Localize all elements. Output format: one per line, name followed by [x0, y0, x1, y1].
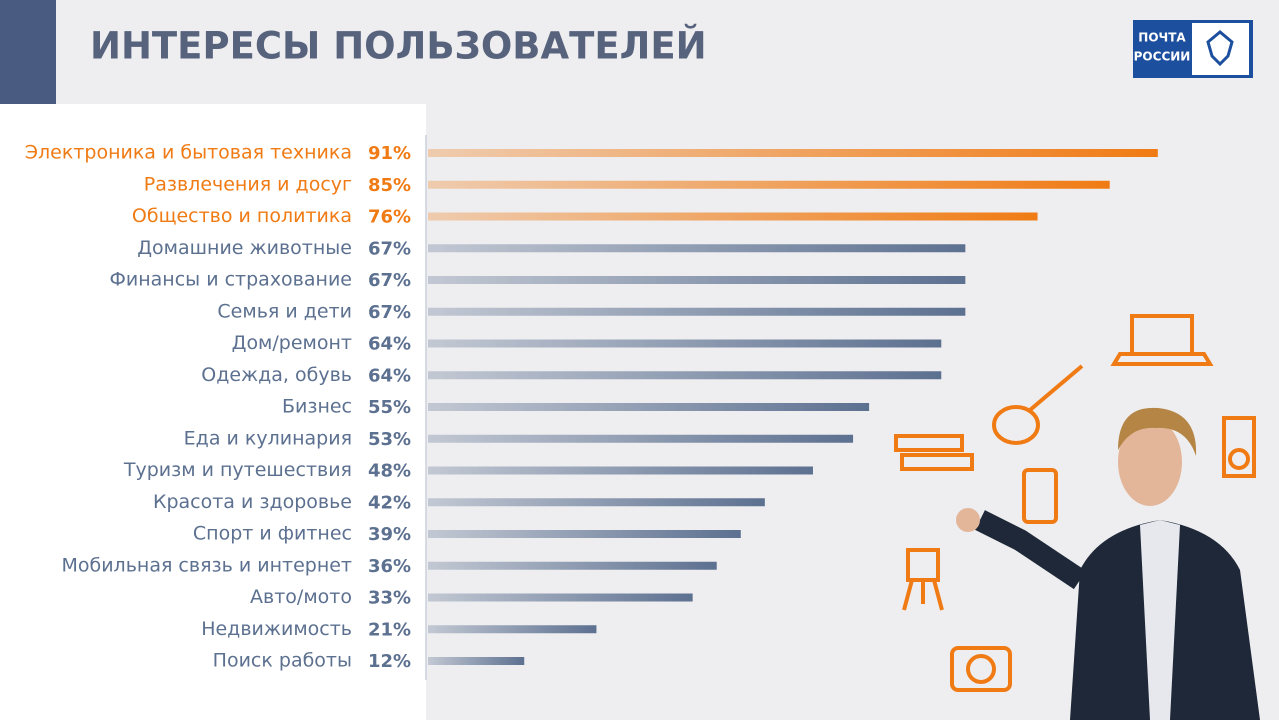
person-hair [1118, 407, 1197, 456]
bar [428, 371, 942, 380]
value-label: 42% [368, 492, 411, 513]
chart-title: ИНТЕРЕСЫ ПОЛЬЗОВАТЕЛЕЙ [90, 24, 707, 68]
category-label: Недвижимость [201, 618, 352, 640]
icon-books [894, 434, 964, 452]
value-label: 48% [368, 461, 411, 482]
bar-chart: Электроника и бытовая техника 91% Развлече… [25, 142, 1158, 672]
icon-books [900, 453, 974, 471]
bar [428, 403, 870, 411]
icon-player [1022, 468, 1058, 524]
bar [428, 657, 525, 665]
category-label: Электроника и бытовая техника [25, 142, 352, 164]
bar [428, 149, 1158, 157]
header-accent [0, 0, 56, 104]
value-label: 21% [368, 619, 411, 640]
bar [428, 212, 1038, 221]
value-label: 39% [368, 524, 411, 545]
category-label: Туризм и путешествия [123, 459, 352, 481]
category-label: Поиск работы [213, 650, 352, 672]
bar [428, 339, 942, 348]
bar [428, 276, 966, 284]
category-label: Семья и дети [217, 300, 352, 322]
value-label: 85% [368, 175, 411, 196]
logo-text: РОССИИ [1134, 50, 1191, 64]
category-label: Красота и здоровье [153, 491, 352, 513]
value-label: 64% [368, 334, 411, 355]
logo: ПОЧТА РОССИИ [1133, 20, 1253, 78]
logo-emblem [1206, 30, 1234, 67]
value-label: 64% [368, 365, 411, 386]
icon-laptop-base [1110, 352, 1214, 366]
value-label: 36% [368, 556, 411, 577]
bar [428, 498, 765, 507]
value-label: 91% [368, 143, 411, 164]
person-arm [975, 510, 1087, 590]
bar [428, 244, 966, 253]
category-label: Финансы и страхование [110, 269, 352, 291]
person-hand [956, 508, 980, 532]
icon-guitar-neck [1028, 364, 1084, 412]
value-label: 53% [368, 429, 411, 450]
value-label: 67% [368, 270, 411, 291]
category-label: Мобильная связь и интернет [61, 554, 352, 576]
category-label: Бизнес [282, 396, 352, 418]
bar [428, 307, 966, 316]
bar [428, 593, 693, 602]
value-label: 76% [368, 207, 411, 228]
icon-easel-legs [902, 579, 944, 611]
bar [428, 180, 1110, 189]
person-shirt [1140, 520, 1180, 720]
logo-text: ПОЧТА [1138, 31, 1186, 45]
bar [428, 530, 741, 538]
icon-camera [950, 646, 1012, 692]
illustration [894, 314, 1256, 692]
bar [428, 625, 597, 634]
category-label: Одежда, обувь [201, 364, 352, 386]
bar [428, 561, 717, 570]
bar [428, 434, 854, 443]
icon-guitar [992, 405, 1040, 445]
category-label: Спорт и фитнес [193, 523, 352, 545]
person [956, 407, 1260, 720]
bar [428, 466, 813, 475]
person-head [1118, 418, 1182, 506]
value-label: 33% [368, 588, 411, 609]
category-label: Развлечения и досуг [144, 173, 352, 195]
category-label: Еда и кулинария [184, 427, 352, 449]
icon-speaker-cone [1228, 448, 1250, 470]
value-label: 12% [368, 651, 411, 672]
category-label: Авто/мото [250, 586, 352, 608]
value-label: 55% [368, 397, 411, 418]
icon-speaker [1222, 416, 1256, 478]
category-label: Общество и политика [132, 205, 352, 227]
chart-panel [0, 104, 426, 720]
value-label: 67% [368, 238, 411, 259]
category-label: Домашние животные [137, 237, 352, 259]
value-label: 67% [368, 302, 411, 323]
icon-camera-lens [966, 654, 996, 684]
category-label: Дом/ремонт [232, 332, 352, 354]
